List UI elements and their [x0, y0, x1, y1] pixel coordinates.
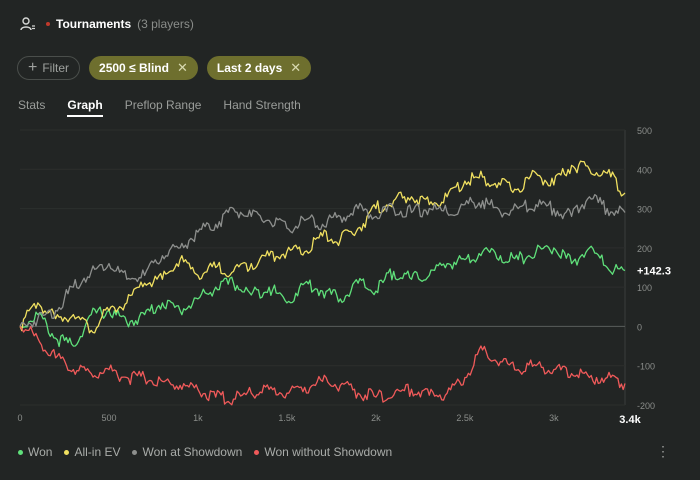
plus-icon: +: [28, 59, 38, 76]
legend-dot: [64, 449, 70, 455]
x-tick-label: 3k: [549, 413, 559, 423]
won-line: [19, 244, 626, 348]
legend-dot: [132, 449, 138, 455]
filter-bar: + Filter 2500 ≤ Blind ✕ Last 2 days ✕: [17, 56, 312, 80]
players-icon[interactable]: [20, 16, 36, 32]
x-tick-label: 1.5k: [278, 413, 296, 423]
filter-chip-label: 2500 ≤ Blind: [99, 61, 169, 75]
add-filter-button[interactable]: + Filter: [17, 56, 81, 80]
x-tick-label: 1k: [193, 413, 203, 423]
current-value-label: +142.3: [637, 266, 671, 278]
y-tick-label: 100: [637, 283, 652, 293]
y-tick-label: 400: [637, 165, 652, 175]
close-icon[interactable]: ✕: [290, 60, 302, 75]
legend-item-won[interactable]: Won: [18, 445, 52, 459]
no-showdown-line: [19, 325, 626, 406]
y-tick-label: 200: [637, 244, 652, 254]
legend-label: Won without Showdown: [264, 445, 393, 459]
filter-chip-date[interactable]: Last 2 days ✕: [206, 56, 312, 80]
player-count: (3 players): [137, 17, 194, 31]
tab-preflop-range[interactable]: Preflop Range: [124, 98, 202, 112]
y-tick-label: 300: [637, 205, 652, 215]
filter-chip-label: Last 2 days: [216, 61, 283, 75]
page-title: Tournaments: [56, 17, 132, 31]
more-options-icon[interactable]: ⋮: [656, 443, 670, 459]
x-tick-label: 2k: [371, 413, 381, 423]
y-tick-label: -100: [637, 362, 655, 372]
x-tick-label: 2.5k: [456, 413, 474, 423]
legend-item-no-showdown[interactable]: Won without Showdown: [254, 445, 392, 459]
close-icon[interactable]: ✕: [176, 60, 188, 75]
profit-chart[interactable]: 500 400 300 200 100 0 -100 -200 0 500 1k 1.5k 2k 2.5k…: [0, 120, 700, 440]
tab-hand-strength[interactable]: Hand Strength: [223, 98, 301, 112]
x-end-label: 3.4k: [619, 414, 641, 426]
allin-ev-line: [19, 160, 626, 334]
status-dot: [46, 22, 50, 26]
legend-dot: [18, 449, 23, 455]
graph-panel: 500 400 300 200 100 0 -100 -200 0 500 1k 1.5k 2k 2.5k…: [0, 120, 700, 440]
filter-chip-blind[interactable]: 2500 ≤ Blind ✕: [89, 56, 198, 80]
legend-item-allin-ev[interactable]: All-in EV: [64, 445, 120, 459]
legend: Won All-in EV Won at Showdown Won withou…: [18, 445, 392, 459]
showdown-line: [19, 194, 626, 328]
y-tick-label: 500: [637, 126, 652, 136]
legend-label: Won: [28, 445, 53, 459]
x-tick-label: 500: [101, 413, 116, 423]
legend-label: Won at Showdown: [142, 445, 243, 459]
legend-dot: [254, 449, 260, 455]
tab-stats[interactable]: Stats: [18, 98, 46, 112]
tab-graph[interactable]: Graph: [67, 98, 103, 117]
legend-item-showdown[interactable]: Won at Showdown: [132, 445, 242, 459]
x-tick-label: 0: [17, 413, 22, 423]
legend-label: All-in EV: [74, 445, 121, 459]
tab-bar: Stats Graph Preflop Range Hand Strength: [18, 98, 301, 117]
header: Tournaments (3 players): [20, 14, 194, 34]
y-tick-label: 0: [637, 322, 642, 332]
add-filter-label: Filter: [42, 61, 70, 75]
y-tick-label: -200: [637, 401, 655, 411]
